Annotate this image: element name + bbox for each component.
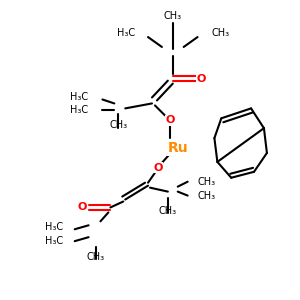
Text: CH₃: CH₃ xyxy=(212,28,230,38)
Text: H₃C: H₃C xyxy=(45,222,63,232)
Text: H₃C: H₃C xyxy=(117,28,135,38)
Text: CH₃: CH₃ xyxy=(86,252,105,262)
Text: H₃C: H₃C xyxy=(70,92,88,103)
Text: H₃C: H₃C xyxy=(45,236,63,246)
Text: CH₃: CH₃ xyxy=(159,206,177,216)
Text: O: O xyxy=(78,202,87,212)
Text: O: O xyxy=(153,163,163,173)
Text: CH₃: CH₃ xyxy=(198,177,216,187)
Text: CH₃: CH₃ xyxy=(198,190,216,201)
Text: O: O xyxy=(165,115,175,125)
Text: O: O xyxy=(197,74,206,84)
Text: CH₃: CH₃ xyxy=(109,120,128,130)
Text: H₃C: H₃C xyxy=(70,105,88,116)
Text: CH₃: CH₃ xyxy=(164,11,182,21)
Text: Ru: Ru xyxy=(167,141,188,155)
